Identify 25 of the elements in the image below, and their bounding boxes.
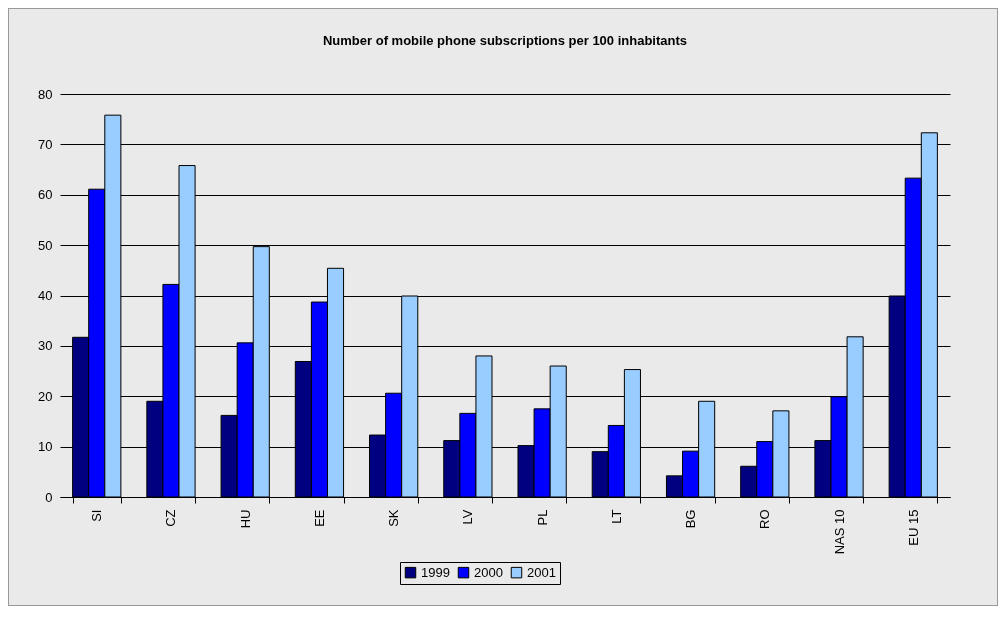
y-tick-label: 80 (38, 86, 53, 102)
y-tick-label: 40 (38, 288, 53, 303)
y-tick-label: 20 (38, 388, 53, 404)
legend-label: 1999 (421, 564, 450, 580)
y-tick-label: 50 (38, 237, 53, 253)
x-tick-label: EU 15 (905, 509, 921, 546)
x-tick-label: SI (89, 509, 105, 522)
legend-label: 2001 (527, 564, 556, 580)
x-tick-label: RO (757, 509, 773, 529)
y-tick-label: 60 (38, 187, 53, 203)
y-tick-label: 30 (38, 338, 53, 354)
x-tick-label: PL (534, 509, 550, 526)
x-tick-label: LV (460, 509, 476, 525)
y-tick-label: 0 (45, 489, 53, 505)
y-tick-label: 10 (38, 439, 53, 455)
x-tick-label: NAS 10 (831, 509, 847, 555)
y-tick-label: 70 (38, 136, 53, 152)
legend-label: 2000 (474, 564, 503, 580)
x-tick-label: SK (386, 509, 402, 527)
x-tick-label: HU (237, 509, 253, 529)
x-tick-label: CZ (163, 509, 179, 527)
x-tick-label: LT (608, 509, 624, 524)
x-tick-label: BG (683, 509, 699, 529)
chart-title: Number of mobile phone subscriptions per 100 inhabitants (322, 33, 688, 48)
x-tick-label: EE (311, 509, 327, 527)
